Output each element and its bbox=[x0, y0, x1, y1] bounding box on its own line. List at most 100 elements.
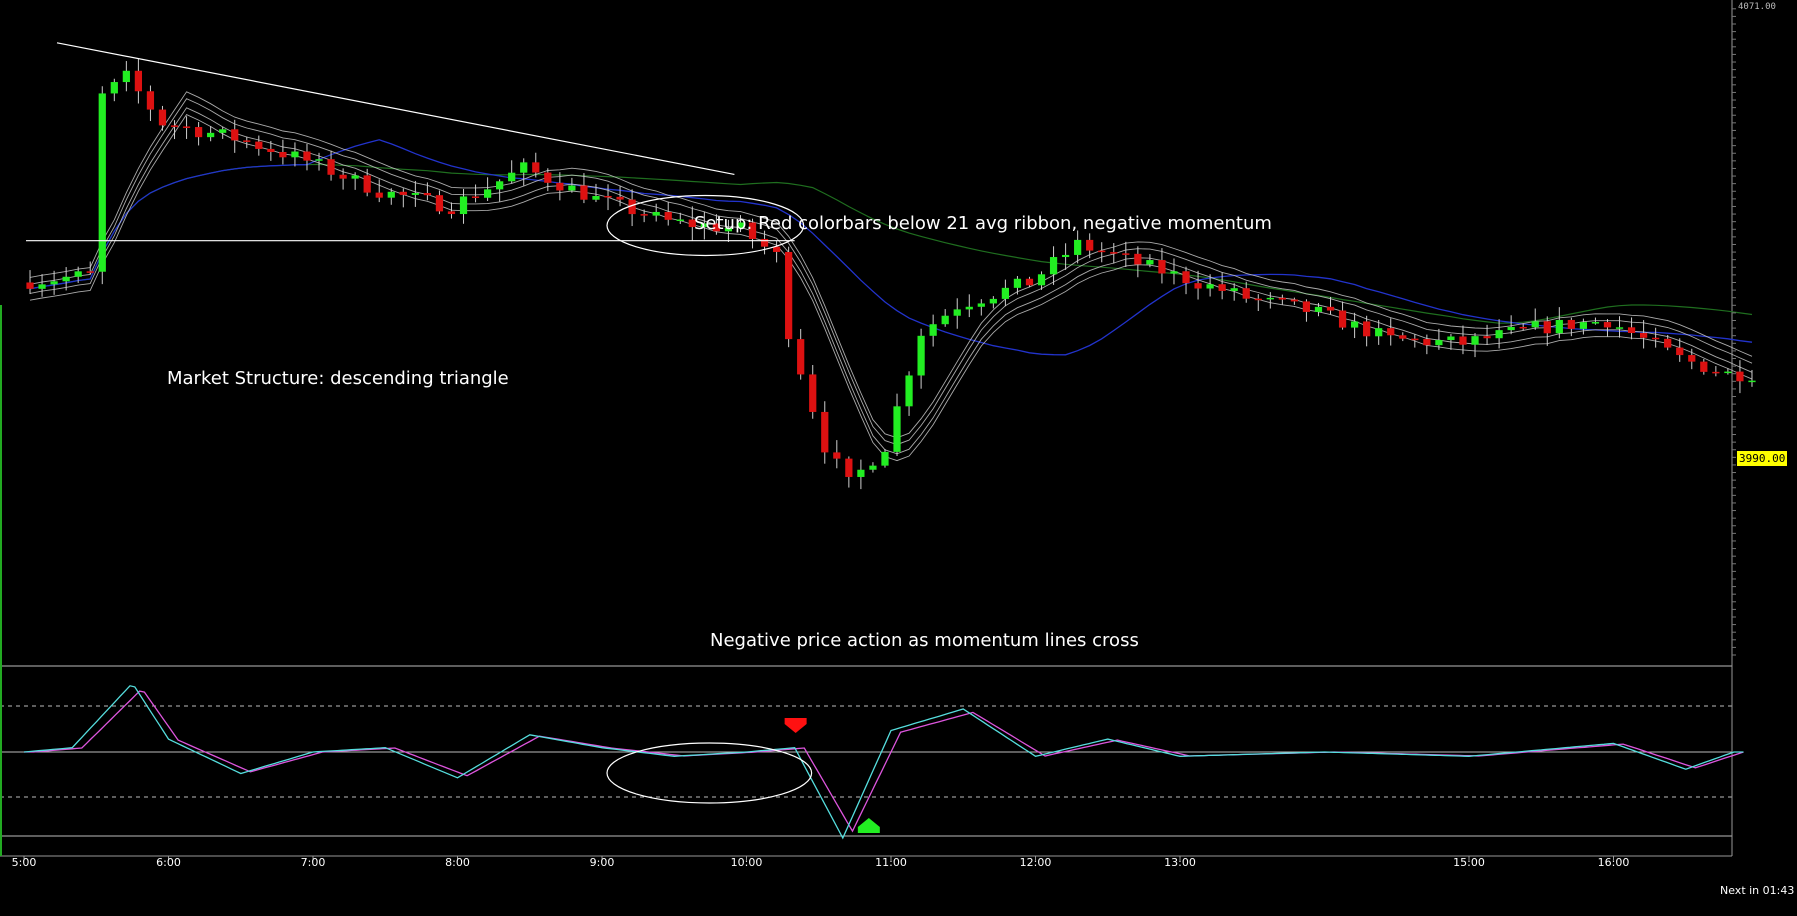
candle-body bbox=[1290, 299, 1299, 302]
candle-body bbox=[351, 175, 359, 179]
candle-body bbox=[1206, 284, 1214, 289]
ribbon-line-3 bbox=[29, 98, 1753, 446]
x-tick-label: 10:00 bbox=[731, 856, 763, 869]
candle-body bbox=[1399, 335, 1407, 339]
candle-body bbox=[423, 193, 432, 196]
candlestick-series[interactable] bbox=[26, 58, 1756, 490]
candle-body bbox=[520, 162, 528, 173]
candle-body bbox=[568, 185, 576, 191]
candle-body bbox=[1074, 239, 1082, 255]
x-tick-label: 15:00 bbox=[1453, 856, 1485, 869]
candle-body bbox=[664, 211, 672, 220]
candle-body bbox=[471, 196, 480, 198]
candle-body bbox=[760, 238, 769, 247]
x-tick-label: 13:00 bbox=[1164, 856, 1196, 869]
candle-body bbox=[1543, 321, 1551, 334]
momentum-annotation: Negative price action as momentum lines … bbox=[710, 630, 1139, 651]
oscillator-ellipse bbox=[606, 742, 813, 804]
candle-body bbox=[243, 140, 251, 142]
candle-body bbox=[508, 172, 516, 182]
candle-body bbox=[1459, 336, 1467, 345]
candle-body bbox=[219, 129, 227, 133]
candle-body bbox=[1664, 338, 1672, 348]
x-tick-label: 11:00 bbox=[875, 856, 907, 869]
grid-lines bbox=[0, 0, 1733, 857]
candle-body bbox=[110, 82, 118, 94]
candle-body bbox=[231, 129, 239, 141]
candle-body bbox=[207, 132, 215, 138]
candle-body bbox=[905, 375, 913, 407]
candle-body bbox=[496, 181, 504, 190]
candle-body bbox=[1519, 326, 1527, 329]
x-tick-label: 6:00 bbox=[156, 856, 181, 869]
candle-body bbox=[1182, 271, 1190, 284]
candle-body bbox=[676, 219, 684, 222]
candle-body bbox=[1001, 287, 1010, 299]
axes: 5:00 6:00 7:00 8:00 9:00 10:00 11:00 12:00 13:00… bbox=[12, 2, 1776, 869]
candle-body bbox=[146, 91, 155, 110]
candle-body bbox=[580, 185, 588, 200]
candle-body bbox=[1639, 333, 1648, 338]
candle-body bbox=[411, 193, 419, 195]
candle-body bbox=[158, 109, 167, 126]
candle-body bbox=[821, 411, 829, 453]
candle-body bbox=[1495, 330, 1503, 339]
ribbon-line-1 bbox=[29, 114, 1753, 462]
candle-body bbox=[62, 276, 70, 282]
candle-body bbox=[857, 469, 865, 477]
candle-body bbox=[1375, 328, 1383, 337]
candle-body bbox=[483, 189, 492, 198]
candle-body bbox=[86, 271, 94, 273]
candle-body bbox=[1363, 321, 1371, 337]
candle-body bbox=[303, 151, 311, 161]
candle-body bbox=[1013, 278, 1022, 288]
candle-body bbox=[134, 70, 143, 92]
candle-body bbox=[194, 127, 203, 138]
candle-body bbox=[447, 211, 456, 215]
candle-body bbox=[267, 148, 275, 152]
candle-body bbox=[122, 70, 130, 83]
candle-body bbox=[1712, 371, 1720, 374]
candle-body bbox=[893, 406, 901, 452]
candle-body bbox=[532, 162, 540, 173]
candle-body bbox=[652, 211, 660, 216]
candle-body bbox=[1724, 371, 1732, 374]
x-tick-label: 7:00 bbox=[301, 856, 326, 869]
candle-body bbox=[1700, 361, 1708, 372]
candle-body bbox=[1447, 336, 1455, 341]
candle-body bbox=[1218, 284, 1226, 291]
candle-body bbox=[604, 196, 612, 198]
candle-body bbox=[375, 192, 383, 198]
candle-body bbox=[1579, 322, 1588, 329]
candle-body bbox=[1049, 257, 1058, 275]
y-axis-top-label: 4071.00 bbox=[1738, 2, 1776, 12]
candle-body bbox=[628, 199, 636, 215]
candle-body bbox=[640, 214, 648, 216]
candle-body bbox=[459, 196, 468, 215]
candle-body bbox=[327, 159, 335, 175]
x-tick-label: 9:00 bbox=[590, 856, 615, 869]
candle-body bbox=[1086, 239, 1094, 251]
candle-body bbox=[748, 222, 757, 239]
candle-body bbox=[363, 175, 371, 193]
candle-body bbox=[38, 284, 46, 289]
candle-body bbox=[845, 458, 853, 477]
candle-body bbox=[772, 246, 781, 252]
candle-body bbox=[1134, 253, 1142, 265]
candle-body bbox=[809, 374, 817, 412]
candle-body bbox=[74, 271, 82, 277]
candle-body bbox=[1098, 250, 1106, 253]
candle-body bbox=[1338, 310, 1347, 328]
candle-body bbox=[724, 228, 733, 232]
candle-body bbox=[712, 223, 721, 232]
setup-ellipse bbox=[606, 194, 805, 257]
oscillator-fast-line bbox=[23, 685, 1744, 840]
candle-body bbox=[1230, 288, 1238, 291]
candle-body bbox=[953, 309, 961, 316]
candle-body bbox=[1483, 336, 1491, 339]
candle-body bbox=[1652, 337, 1660, 340]
candle-body bbox=[1423, 339, 1431, 346]
candle-body bbox=[1254, 298, 1262, 301]
candle-body bbox=[387, 191, 395, 198]
